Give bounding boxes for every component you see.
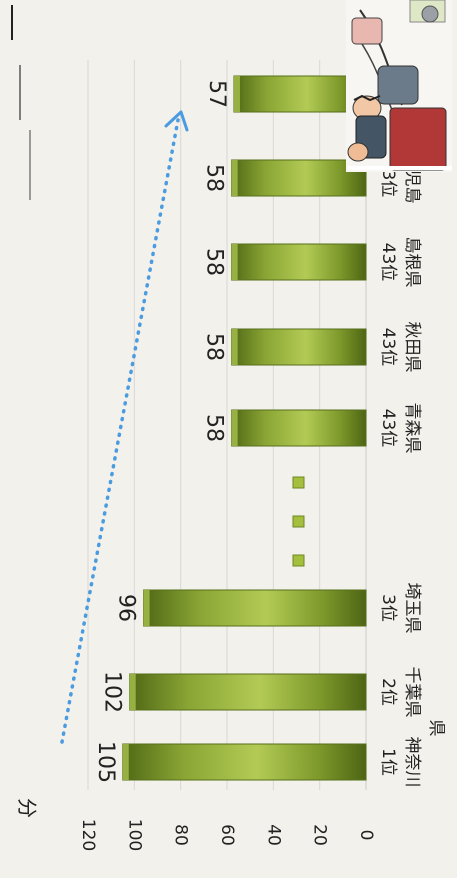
value-label: 105 [93,741,118,783]
y-tick-label: 40 [263,824,283,846]
category-name-label: 神奈川 [402,737,422,788]
bar-cap [143,590,150,626]
commuters-illustration [346,0,452,172]
category-name-label: 秋田県 [402,322,422,373]
bar [231,159,367,197]
bar-cap [231,410,238,446]
bar-cap [231,160,238,196]
category-rank-label: 43位 [378,243,398,282]
y-axis: 120 100 80 60 40 20 0 [78,819,376,851]
y-tick-label: 100 [124,819,144,851]
y-tick-label: 0 [356,830,376,841]
gap-dot [292,554,305,567]
bar [129,673,367,711]
bar-cap [129,674,136,710]
value-label: 58 [202,164,227,192]
category-rank-label: 3位 [378,594,398,622]
y-tick-label: 60 [217,824,237,846]
gap-dot [292,476,305,489]
value-label: 96 [114,594,139,622]
y-tick-label: 20 [310,824,330,846]
bar-cap [233,76,240,112]
title-strip [11,5,31,200]
bars [122,75,367,781]
value-label: 57 [204,80,229,108]
trend-arrow-head [164,110,189,132]
bar [143,589,367,627]
category-rank-label: 43位 [378,409,398,448]
category-name-label: 青森県 [402,403,422,454]
trend-arrow [60,110,189,744]
bar [231,409,367,447]
category-rank-label: 2位 [378,678,398,706]
category-rank-label: 43位 [378,328,398,367]
bar-cap [231,244,238,280]
category-name-label: 埼玉県 [402,583,422,634]
value-label: 102 [100,671,125,713]
bar [231,328,367,366]
bar [122,743,367,781]
y-axis-unit-label: 分 [15,798,39,818]
value-label: 58 [202,333,227,361]
category-name-label: 島根県 [402,237,422,288]
category-name-label: 千葉県 [402,667,422,718]
category-name-label-continued: 県 [426,720,446,737]
category-rank-label: 1位 [378,748,398,776]
trend-arrow-line [60,118,180,744]
gap-marker [292,476,305,567]
bar-cap [231,329,238,365]
value-labels: 105 102 96 58 58 58 58 57 [93,80,229,783]
gap-dot [292,515,305,528]
value-label: 58 [202,414,227,442]
bar [231,243,367,281]
bar-cap [122,744,129,780]
y-tick-label: 120 [78,819,98,851]
y-tick-label: 80 [171,824,191,846]
value-label: 58 [202,248,227,276]
